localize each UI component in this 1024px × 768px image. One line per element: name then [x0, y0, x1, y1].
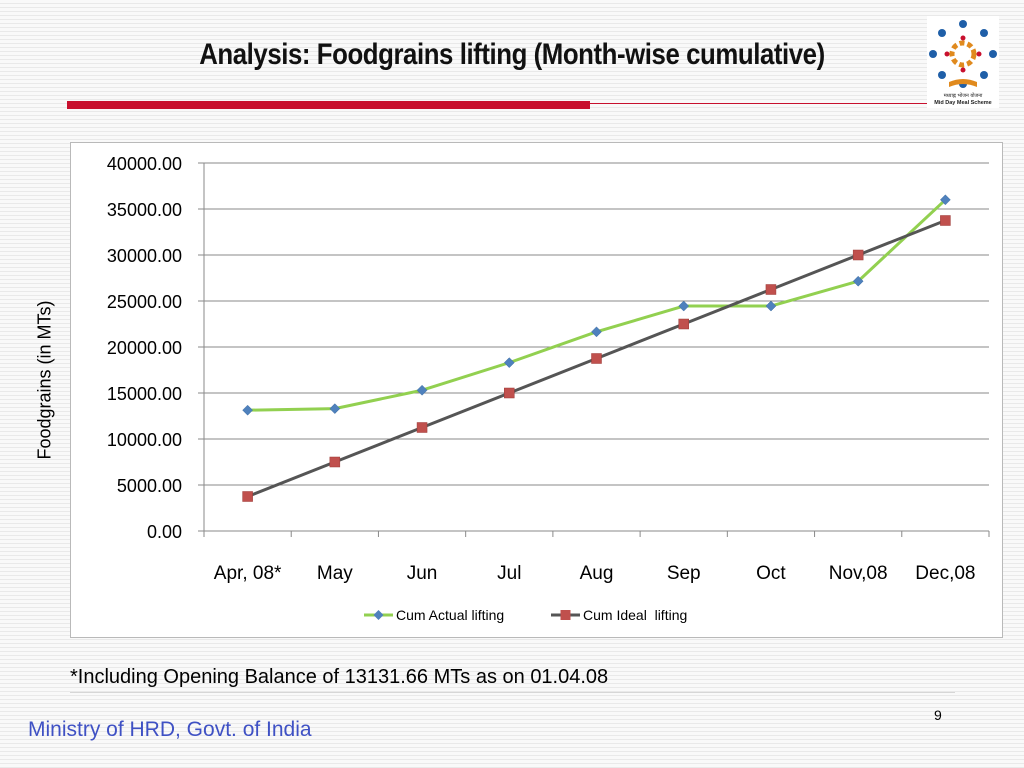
footer-organization: Ministry of HRD, Govt. of India — [28, 718, 312, 741]
data-point-ideal — [591, 353, 602, 364]
x-tick-label: Sep — [667, 563, 701, 584]
y-tick-label: 30000.00 — [107, 246, 182, 266]
y-tick-label: 25000.00 — [107, 292, 182, 312]
x-tick-label: Jun — [407, 563, 438, 584]
series-line-1 — [247, 198, 947, 412]
y-tick-label: 0.00 — [147, 522, 182, 542]
data-point-ideal — [940, 215, 951, 226]
y-tick-label: 40000.00 — [107, 154, 182, 174]
x-tick-label: May — [317, 563, 353, 584]
data-point-ideal — [852, 249, 864, 261]
chart-area — [70, 142, 1003, 638]
logo-emblem — [929, 20, 997, 88]
logo-caption-hindi: मध्याह्न भोजन योजना — [944, 92, 983, 99]
data-point-actual — [416, 384, 428, 396]
x-tick-label: Apr, 08* — [214, 563, 282, 584]
logo-caption: Mid Day Meal Scheme — [934, 100, 991, 106]
title-underline-thin — [590, 103, 928, 104]
x-tick-label: Aug — [580, 563, 614, 584]
footer-divider — [70, 692, 955, 693]
data-point-ideal — [242, 491, 253, 502]
data-point-actual — [503, 357, 515, 368]
x-tick-label: Nov,08 — [829, 563, 888, 584]
footnote: *Including Opening Balance of 13131.66 M… — [70, 666, 609, 688]
legend-label: Cum Actual lifting — [396, 607, 504, 623]
legend-label: Cum Ideal lifting — [583, 607, 687, 623]
data-point-actual — [765, 300, 777, 312]
slide-title: Analysis: Foodgrains lifting (Month-wise… — [199, 38, 825, 71]
data-point-actual — [591, 326, 602, 338]
legend-marker — [373, 610, 384, 620]
y-tick-label: 10000.00 — [107, 430, 182, 450]
data-point-actual — [940, 194, 951, 206]
y-tick-label: 5000.00 — [117, 476, 182, 496]
x-tick-label: Jul — [497, 563, 521, 584]
x-tick-label: Dec,08 — [915, 563, 975, 584]
page-number: 9 — [934, 707, 942, 723]
y-axis-label: Foodgrains (in MTs) — [34, 300, 55, 460]
y-tick-label: 20000.00 — [107, 338, 182, 358]
data-point-ideal — [765, 284, 777, 295]
data-point-ideal — [504, 387, 515, 399]
data-point-actual — [242, 404, 253, 416]
y-tick-label: 15000.00 — [107, 384, 182, 404]
y-tick-label: 35000.00 — [107, 200, 182, 220]
data-point-ideal — [416, 422, 428, 433]
legend-marker — [560, 610, 571, 620]
data-point-actual — [852, 275, 864, 287]
legend-item: Cum Ideal lifting — [551, 607, 687, 623]
data-point-actual — [678, 300, 690, 312]
data-point-ideal — [329, 456, 341, 468]
title-underline — [67, 101, 590, 109]
data-point-ideal — [678, 318, 689, 330]
mid-day-meal-logo: मध्याह्न भोजन योजना Mid Day Meal Scheme — [927, 16, 999, 108]
x-tick-label: Oct — [756, 563, 786, 584]
legend-item: Cum Actual lifting — [364, 607, 504, 623]
data-point-actual — [329, 403, 341, 414]
